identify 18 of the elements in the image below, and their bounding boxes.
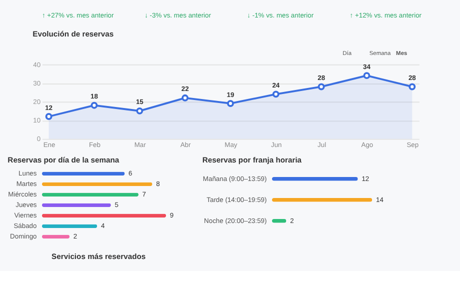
bar	[42, 214, 166, 218]
point	[182, 94, 189, 102]
bar	[42, 172, 125, 176]
point	[90, 102, 98, 109]
chart-title: Reservas por franja horaria	[202, 156, 302, 165]
bar	[42, 182, 152, 186]
chart-title: Evolución de reservas	[32, 30, 114, 39]
point	[318, 83, 325, 90]
point	[272, 90, 280, 98]
point	[136, 107, 144, 114]
bar	[42, 192, 138, 197]
point	[363, 72, 370, 80]
point	[226, 100, 234, 107]
text: Servicios más reservados	[52, 252, 146, 262]
chart-title: Reservas por día de la semana	[8, 156, 120, 165]
point	[408, 83, 416, 90]
bar	[42, 203, 111, 208]
point	[45, 113, 52, 120]
